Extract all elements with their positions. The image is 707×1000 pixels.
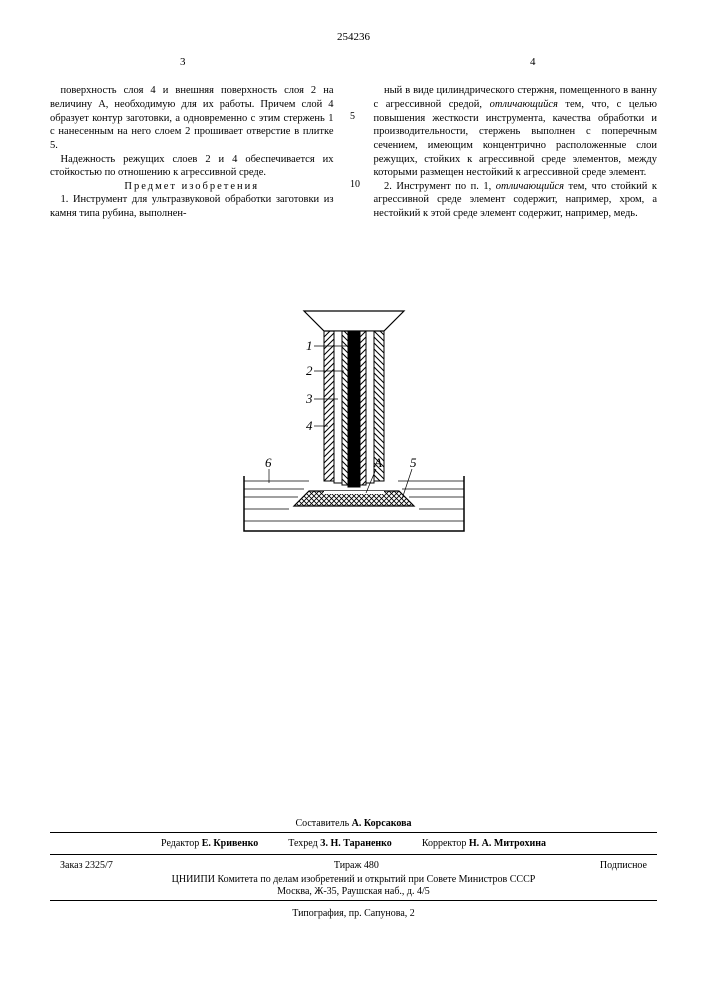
typography: Типография, пр. Сапунова, 2	[50, 903, 657, 920]
order-row: Заказ 2325/7 Тираж 480 Подписное	[50, 857, 657, 874]
fig-label-1: 1	[306, 338, 313, 353]
doc-number: 254236	[0, 0, 707, 44]
fig-label-5: 5	[410, 455, 417, 470]
fig-label-A: А	[373, 455, 382, 470]
right-p1: ный в виде цилиндрического стержня, поме…	[374, 84, 658, 179]
compiler-name: А. Корсакова	[352, 818, 412, 829]
fig-label-4: 4	[306, 418, 313, 433]
left-column: поверхность слоя 4 и внешняя поверхность…	[50, 84, 334, 220]
fig-label-6: 6	[265, 455, 272, 470]
line-num-10: 10	[350, 178, 360, 191]
col-num-right: 4	[530, 55, 536, 69]
line-num-5: 5	[350, 110, 355, 123]
footer: Составитель А. Корсакова Редактор Е. Кри…	[50, 818, 657, 920]
org-block: ЦНИИПИ Комитета по делам изобретений и о…	[50, 874, 657, 898]
col-num-left: 3	[180, 55, 186, 69]
left-p2: Надежность режущих слоев 2 и 4 обеспечив…	[50, 153, 334, 180]
compiler-label: Составитель	[295, 818, 349, 829]
fig-label-3: 3	[305, 391, 313, 406]
right-p2: 2. Инструмент по п. 1, отличающийся тем,…	[374, 180, 658, 221]
credits-row: Редактор Е. Кривенко Техред З. Н. Таране…	[50, 835, 657, 852]
left-p1: поверхность слоя 4 и внешняя поверхность…	[50, 84, 334, 152]
text-columns: поверхность слоя 4 и внешняя поверхность…	[0, 44, 707, 220]
left-p3: 1. Инструмент для ультразвуковой обработ…	[50, 193, 334, 220]
right-column: ный в виде цилиндрического стержня, поме…	[374, 84, 658, 220]
figure: 1 2 3 4 6 А 5	[0, 291, 707, 576]
subject-title: Предмет изобретения	[50, 180, 334, 194]
figure-svg: 1 2 3 4 6 А 5	[214, 291, 494, 571]
fig-label-2: 2	[306, 363, 313, 378]
